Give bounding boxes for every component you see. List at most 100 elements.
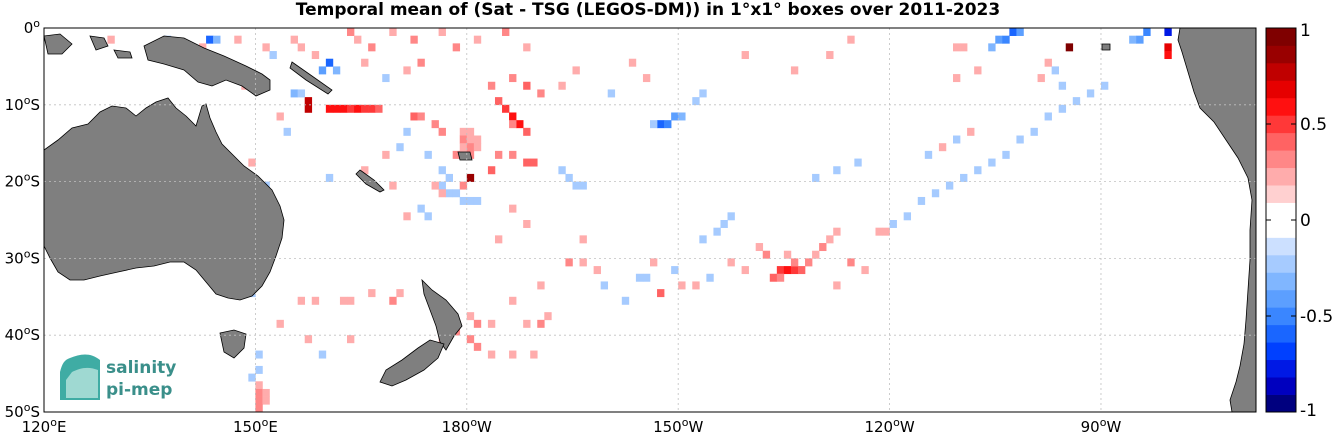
heatmap-cell [262,43,270,52]
longitude-tick-label: 120oW [864,416,914,436]
heatmap-cell [473,196,482,205]
heatmap-cell [213,35,221,44]
heatmap-cell [509,296,517,305]
heatmap-cell [368,104,376,113]
heatmap-cell [938,143,947,152]
heatmap-cell [790,266,799,275]
heatmap-cell [847,258,855,267]
new-zealand-north-island [421,278,463,351]
colorbar-segment [1266,28,1296,46]
colorbar-segment [1266,377,1296,395]
heatmap-cell [389,181,397,190]
heatmap-cell [988,158,996,167]
heatmap-cell [1016,135,1024,144]
heatmap-cell [438,181,446,190]
heatmap-cell [861,266,869,275]
colorbar-tick-label: 1 [1300,21,1311,41]
latitude-labels: 0o 10oS 20oS 30oS 40oS 50oS [5,17,41,421]
heatmap-cell [523,158,531,167]
heatmap-cell [297,89,306,98]
australia-landmass [44,97,285,301]
heatmap-cell [509,204,517,213]
heatmap-cell [509,112,517,121]
heatmap-cell [805,258,813,267]
latitude-tick-label: 50oS [5,401,40,421]
heatmap-cell [445,189,453,198]
heatmap-cell [1044,58,1052,67]
heatmap-cell [494,97,503,106]
heatmap-cell [1058,104,1067,113]
heatmap-cell [325,58,334,67]
heatmap-cell [361,166,369,175]
heatmap-cell [494,150,503,159]
heatmap-cell [459,143,468,152]
heatmap-cell [776,273,785,282]
logo-line-1: salinity [106,358,176,378]
heatmap-cell [431,181,439,190]
heatmap-cell [304,335,313,344]
heatmap-cell [790,66,799,75]
heatmap-cell [875,227,883,236]
heatmap-cell [544,312,552,321]
heatmap-cell [389,296,397,305]
south-america-landmass [1177,28,1256,412]
heatmap-cell [438,166,446,175]
heatmap-cell [558,166,566,175]
heatmap-cell [1002,35,1010,44]
heatmap-cell [417,204,425,213]
heatmap-cell [502,28,510,36]
heatmap-cell [572,66,580,75]
heatmap-cell [347,28,355,36]
heatmap-cell [1058,81,1067,90]
longitude-tick-label: 150oW [653,416,703,436]
heatmap-cell [396,289,404,298]
longitude-labels: 120oE 150oE 180oW 150oW 120oW 90oW [22,416,1122,436]
heatmap-cell [826,235,834,244]
heatmap-cell [727,212,735,221]
heatmap-cell [699,89,707,98]
new-caledonia-island [355,169,385,193]
heatmap-cell [847,35,855,44]
heatmap-cell [953,43,961,52]
heatmap-cell [523,127,531,136]
heatmap-cell [1016,28,1024,36]
heatmap-cell [438,189,446,198]
heatmap-cell [276,319,284,328]
heatmap-cell [572,181,580,190]
heatmap-cell [417,112,425,121]
heatmap-cell [424,150,432,159]
heatmap-cell [438,28,446,36]
colorbar-tick-label: 0 [1300,211,1311,231]
heatmap-cell [403,66,411,75]
heatmap-cell [368,289,376,298]
heatmap-cell [1072,97,1081,106]
map-title: Temporal mean of (Sat - TSG (LEGOS-DM)) … [296,0,1000,20]
colorbar-tick-labels: 1 0.5 0 -0.5 -1 [1266,21,1333,421]
heatmap-cell [692,281,700,290]
heatmap-cell [530,350,538,359]
heatmap-cell [1143,28,1151,36]
heatmap-cell [424,212,432,221]
new-guinea-landmass [143,35,271,97]
heatmap-cell [917,196,926,205]
heatmap-cell [974,166,982,175]
colorbar-segment [1266,132,1296,151]
heatmap-cell [650,120,658,129]
heatmap-cell [332,66,341,75]
heatmap-cell [523,43,531,52]
heatmap-cell [523,319,531,328]
heatmap-cell [537,319,545,328]
heatmap-cell [1164,51,1172,60]
heatmap-cell [325,104,334,113]
heatmap-cell [375,104,383,113]
logo-wave-icon-light [66,367,98,398]
heatmap-cell [382,74,390,83]
colorbar-segment [1266,394,1296,413]
heatmap-cell [1002,150,1010,159]
heatmap-cell [325,173,334,182]
heatmap-cell [452,43,461,52]
heatmap-cell [953,135,961,144]
colorbar-segment [1266,167,1296,186]
heatmap-cell [769,273,778,282]
heatmap-cell [833,166,841,175]
